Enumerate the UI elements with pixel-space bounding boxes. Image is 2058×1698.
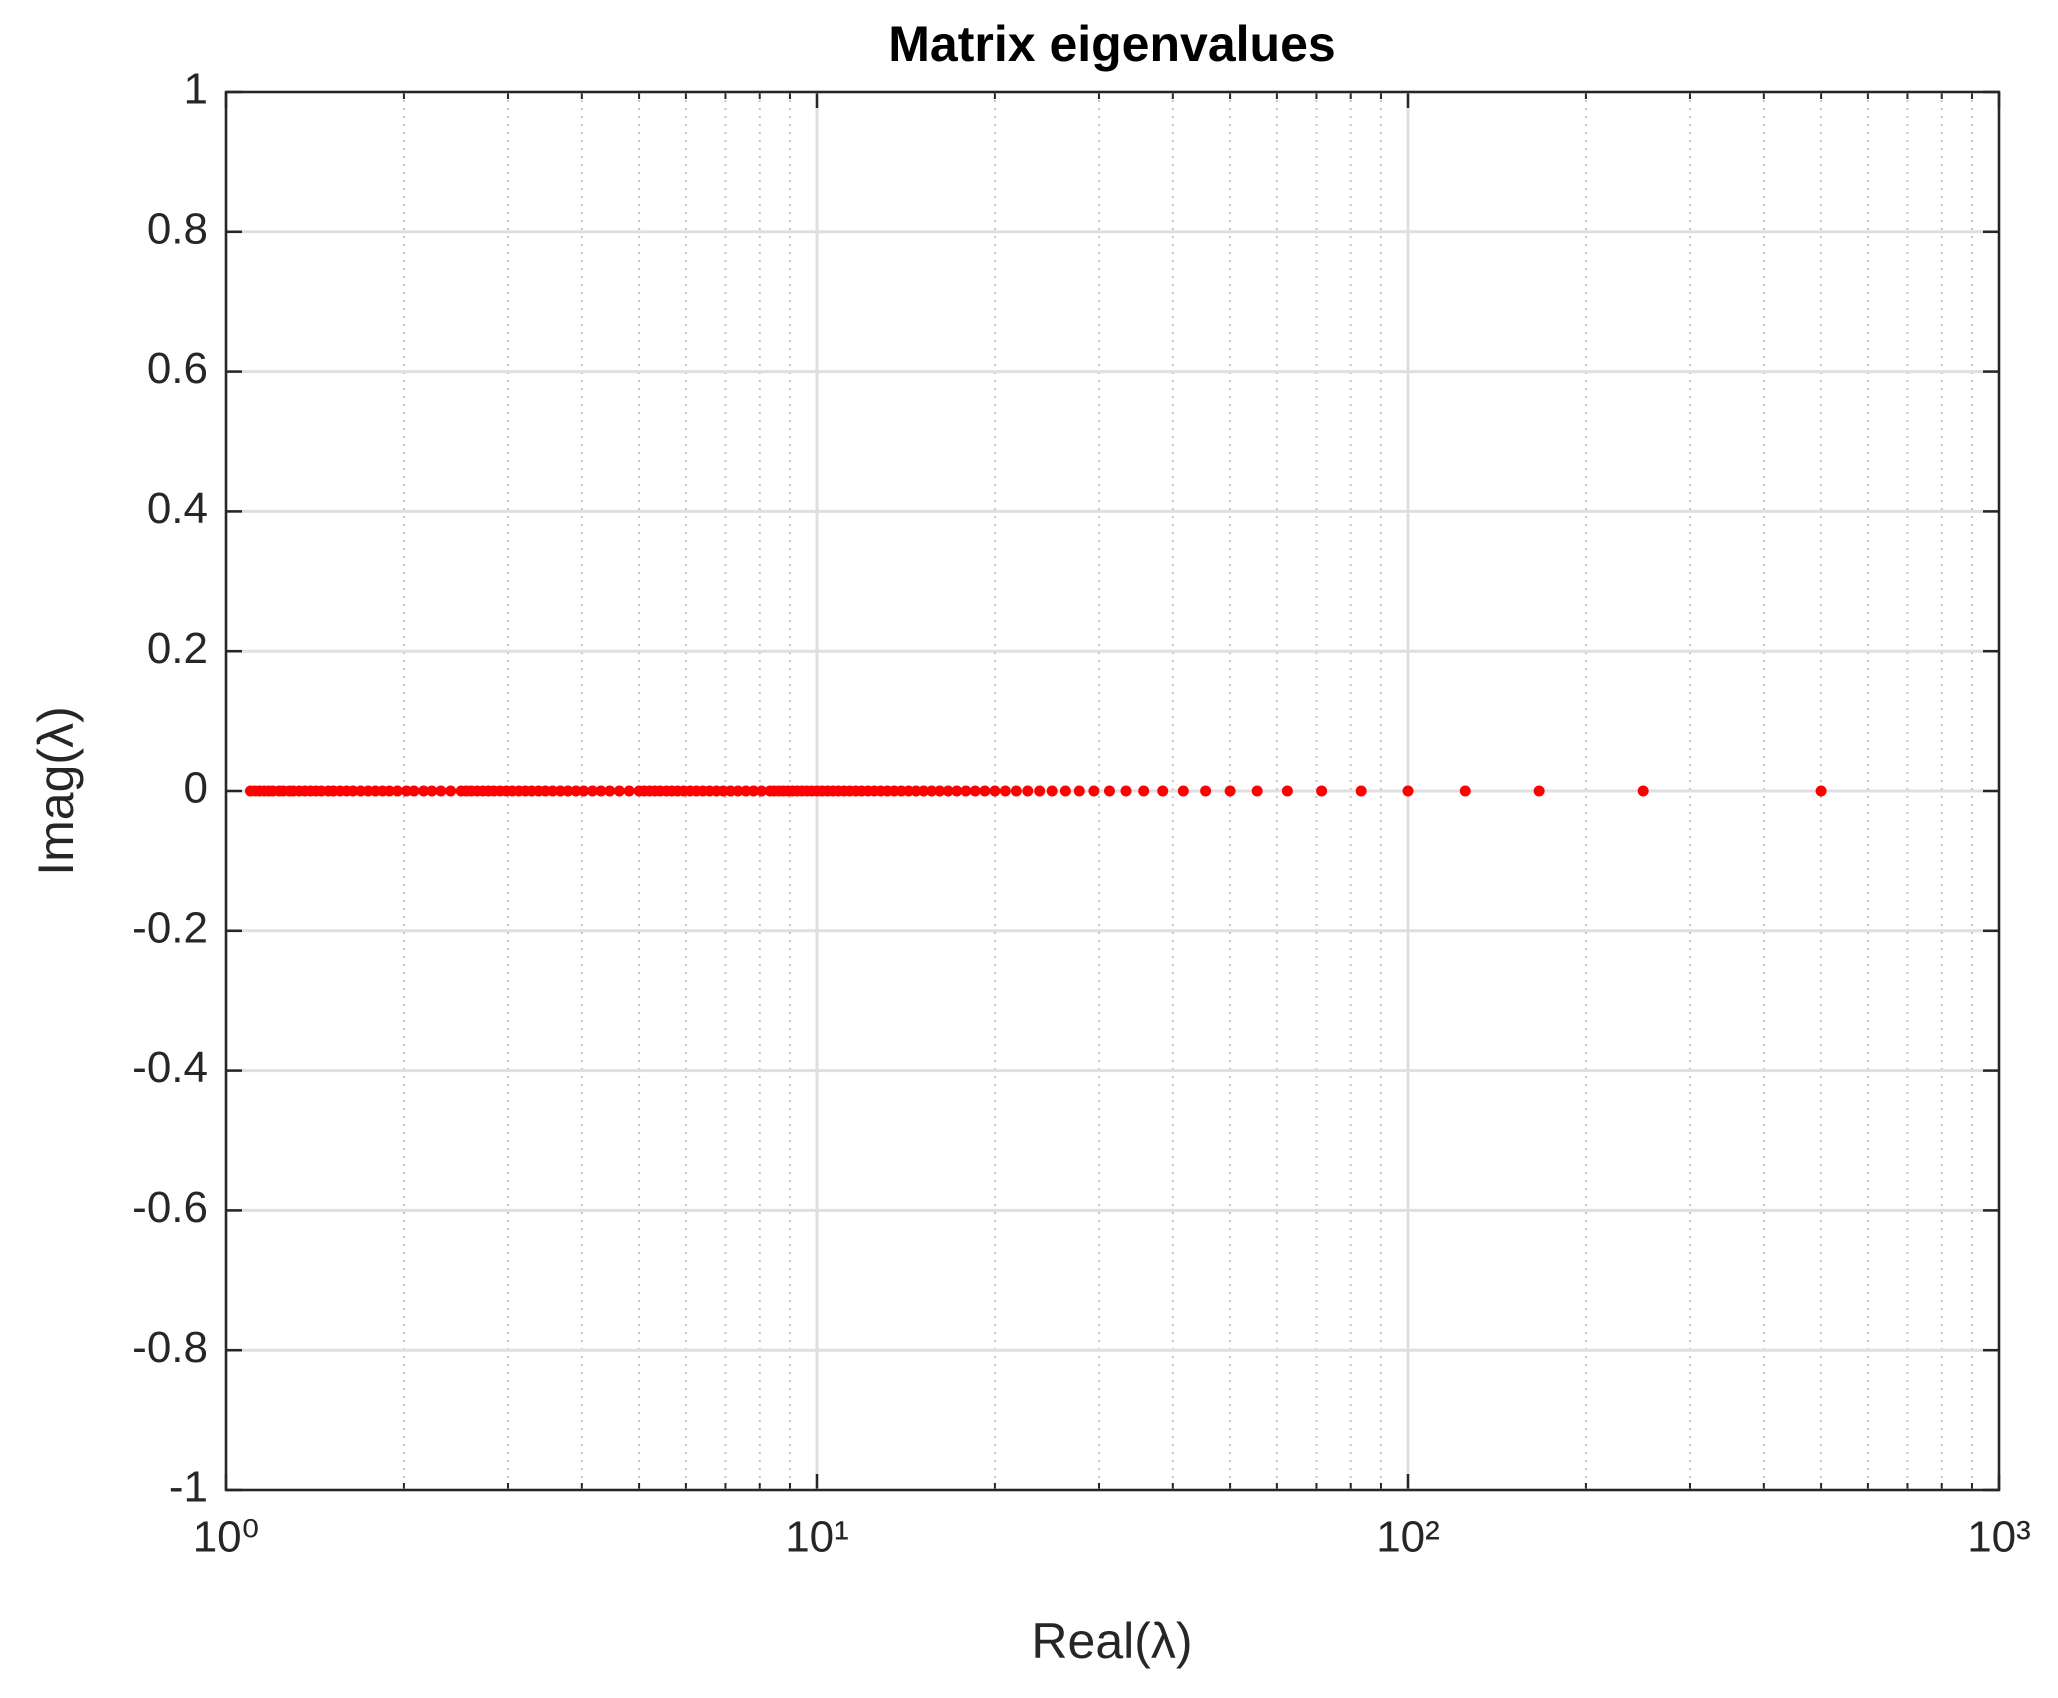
point (426, 785, 438, 797)
x-tick-label: 10³ (1967, 1513, 2031, 1562)
point (951, 785, 963, 797)
point (918, 785, 930, 797)
point (999, 785, 1011, 797)
point (1010, 785, 1022, 797)
y-tick-label: -1 (169, 1463, 208, 1512)
point (435, 785, 447, 797)
point (391, 785, 403, 797)
point (633, 785, 645, 797)
y-tick-label: 0.2 (147, 624, 208, 673)
y-tick-label: 0.4 (147, 484, 208, 533)
point (1103, 785, 1115, 797)
point (570, 785, 582, 797)
point (1088, 785, 1100, 797)
point (623, 785, 635, 797)
point (979, 785, 991, 797)
point (756, 785, 768, 797)
point (1402, 785, 1414, 797)
point (989, 785, 1001, 797)
point (455, 785, 467, 797)
point (1224, 785, 1236, 797)
point (969, 785, 981, 797)
point (1059, 785, 1071, 797)
plot-frame (224, 90, 2001, 1492)
point (1533, 785, 1545, 797)
point (748, 785, 760, 797)
point (1138, 785, 1150, 797)
point (445, 785, 457, 797)
y-tick-label: -0.4 (132, 1043, 208, 1092)
point (595, 785, 607, 797)
point (1459, 785, 1471, 797)
point (934, 785, 946, 797)
point (764, 785, 776, 797)
y-tick-label: -0.8 (132, 1323, 208, 1372)
chart-title: Matrix eigenvalues (888, 16, 1335, 72)
point (1281, 785, 1293, 797)
point (740, 785, 752, 797)
y-tick-label: -0.2 (132, 903, 208, 952)
point (1815, 785, 1827, 797)
point (1046, 785, 1058, 797)
point (418, 785, 430, 797)
point (604, 785, 616, 797)
y-axis-label: Imag(λ) (28, 706, 84, 875)
x-tick-label: 10¹ (785, 1513, 849, 1562)
point (1355, 785, 1367, 797)
x-tick-label: 10⁰ (193, 1513, 260, 1562)
point (578, 785, 590, 797)
x-tick-label: 10² (1376, 1513, 1440, 1562)
point (613, 785, 625, 797)
point (1157, 785, 1169, 797)
point (1034, 785, 1046, 797)
point (1073, 785, 1085, 797)
point (562, 785, 574, 797)
point (960, 785, 972, 797)
point (1637, 785, 1649, 797)
y-tick-label: 0 (184, 764, 208, 813)
point (926, 785, 938, 797)
point (1022, 785, 1034, 797)
point (244, 785, 256, 797)
point (1316, 785, 1328, 797)
point (1200, 785, 1212, 797)
point (1177, 785, 1189, 797)
point (355, 785, 367, 797)
point (400, 785, 412, 797)
point (587, 785, 599, 797)
point (942, 785, 954, 797)
point (1251, 785, 1263, 797)
x-axis-label: Real(λ) (1031, 1613, 1192, 1669)
y-tick-label: 0.8 (147, 204, 208, 253)
point (554, 785, 566, 797)
point (1120, 785, 1132, 797)
y-tick-label: 0.6 (147, 344, 208, 393)
y-tick-label: 1 (184, 65, 208, 114)
y-tick-label: -0.6 (132, 1183, 208, 1232)
